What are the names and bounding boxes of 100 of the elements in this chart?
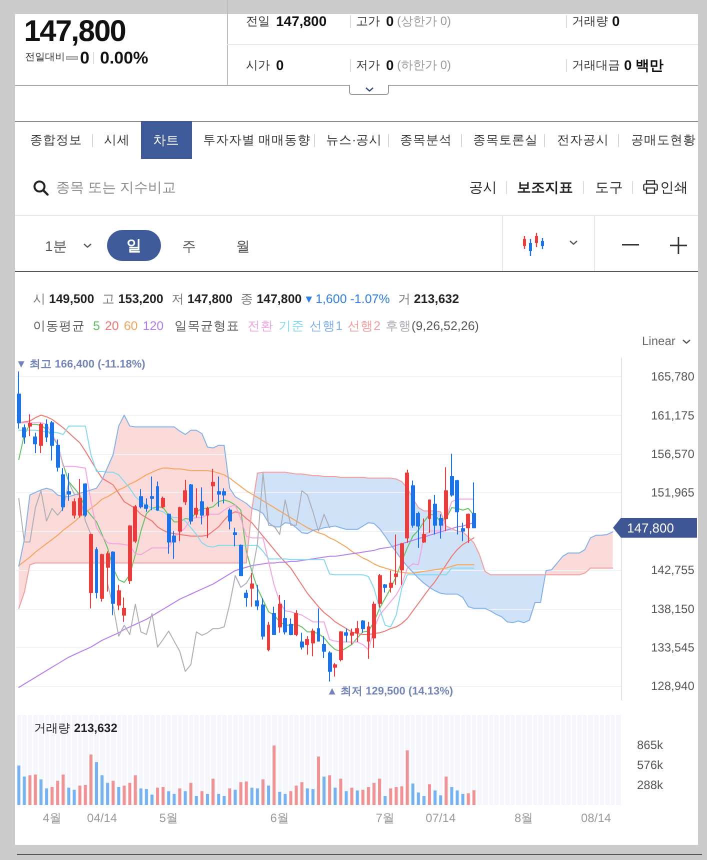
bar <box>350 788 354 805</box>
line-series <box>18 522 474 688</box>
text: 0 <box>386 13 394 29</box>
y-tick-label: 133,545 <box>651 640 695 655</box>
bar <box>422 796 426 805</box>
candlestick <box>339 630 343 662</box>
candlestick <box>233 527 237 547</box>
text: 도구 <box>595 179 623 195</box>
candlestick <box>189 484 193 525</box>
candlestick <box>211 468 215 502</box>
text: 거래량 <box>572 14 608 28</box>
bar <box>416 792 420 805</box>
bar <box>339 778 342 805</box>
bar <box>322 776 326 805</box>
text: 147,800 <box>256 292 302 306</box>
bar <box>78 786 82 805</box>
candlestick <box>194 488 198 518</box>
candlestick <box>39 422 43 454</box>
y-tick-label: 161,175 <box>651 408 695 422</box>
text: 0 백만 <box>624 57 664 73</box>
candlestick <box>422 518 426 544</box>
x-tick-label: 08/14 <box>581 811 612 825</box>
bar <box>372 782 376 805</box>
candlestick <box>439 514 443 540</box>
candlestick <box>22 424 26 444</box>
bar <box>439 795 442 805</box>
candlestick <box>344 628 348 643</box>
bar <box>72 790 76 805</box>
bar <box>200 791 204 805</box>
text: 선행2 <box>348 318 381 333</box>
candlestick <box>122 596 126 622</box>
y-tick-label: 576k <box>637 758 664 772</box>
text: 시가 <box>246 58 270 72</box>
bar <box>272 745 276 805</box>
y-tick-label: 138,150 <box>651 602 695 616</box>
candlestick <box>361 620 365 634</box>
text: 0 <box>276 57 284 73</box>
x-tick-label: 6월 <box>270 811 289 825</box>
text: 147,800 <box>24 15 126 48</box>
bar <box>50 787 54 805</box>
bar <box>39 779 42 805</box>
bar <box>389 788 392 805</box>
candlestick <box>28 414 32 437</box>
text: 종합정보 <box>30 132 82 147</box>
candlestick <box>100 553 104 602</box>
bar <box>294 786 298 805</box>
bar <box>344 791 348 805</box>
bar <box>212 778 215 805</box>
bar <box>289 791 292 805</box>
candlestick <box>305 636 309 656</box>
line-series <box>18 472 614 609</box>
text: 종목분석 <box>400 132 452 147</box>
y-tick-label: 128,940 <box>651 679 695 694</box>
candlestick <box>178 506 182 542</box>
bar <box>45 788 48 805</box>
text: 인쇄 <box>660 179 688 195</box>
candlestick <box>294 610 298 637</box>
bar <box>366 787 370 805</box>
y-tick-label: 142,755 <box>651 563 695 578</box>
candlestick <box>261 598 265 640</box>
candlestick <box>322 636 326 658</box>
text: 고 <box>102 292 116 306</box>
bar <box>122 786 126 805</box>
bar <box>411 784 414 805</box>
text: 공매도현황 <box>631 132 696 147</box>
candlestick <box>106 550 110 592</box>
candlestick <box>461 522 465 542</box>
bar <box>261 779 264 805</box>
text: 20 <box>104 318 119 333</box>
bar <box>67 788 70 805</box>
text: 전환 <box>248 318 274 333</box>
bar <box>162 787 165 805</box>
text: 149,500 <box>49 292 94 306</box>
candlestick <box>33 432 37 454</box>
text: 시 <box>33 292 46 306</box>
candlestick <box>383 584 387 593</box>
text: 시세 <box>104 132 130 147</box>
x-tick-label: 8월 <box>514 811 534 825</box>
bar <box>378 778 382 805</box>
candlestick <box>466 512 470 544</box>
bar <box>112 780 115 805</box>
bar <box>267 786 270 805</box>
candlestick <box>267 621 270 652</box>
text: 213,632 <box>74 721 118 735</box>
candlestick <box>239 544 243 576</box>
bar <box>89 754 92 805</box>
y-tick-label: 156,570 <box>651 447 695 462</box>
candlestick <box>111 550 115 616</box>
text: 전자공시 <box>557 132 609 147</box>
bar <box>306 788 309 805</box>
bar <box>300 782 304 805</box>
text: 이동평균 <box>33 318 85 333</box>
text: 213,632 <box>414 292 460 306</box>
text: 0 <box>386 57 394 73</box>
text: 전일 <box>246 14 270 28</box>
candlestick <box>89 533 93 609</box>
bar <box>472 790 476 805</box>
text: 거래대금 <box>572 58 620 72</box>
candlestick <box>95 546 98 599</box>
text: 보조지표 <box>517 179 573 195</box>
